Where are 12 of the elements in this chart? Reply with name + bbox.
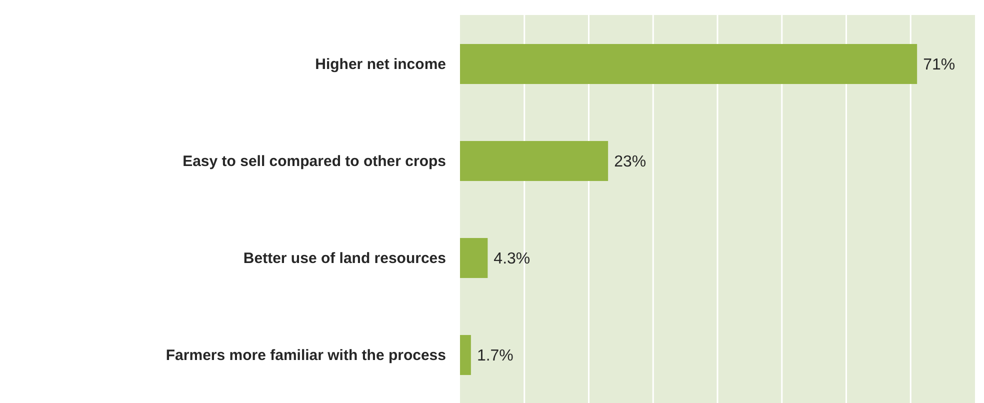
y-tick-label: Better use of land resources <box>243 250 446 267</box>
bar <box>460 141 608 181</box>
data-label: 23% <box>614 154 646 171</box>
y-tick-label: Farmers more familiar with the process <box>166 346 446 364</box>
data-label: 1.7% <box>476 348 514 365</box>
bar <box>460 238 488 278</box>
data-label: 4.3% <box>494 250 530 268</box>
bar <box>460 44 918 84</box>
y-tick-label: Easy to sell compared to other crops <box>182 152 446 170</box>
bar <box>460 335 471 375</box>
data-label: 71% <box>923 56 956 74</box>
y-tick-label: Higher net income <box>315 56 446 73</box>
